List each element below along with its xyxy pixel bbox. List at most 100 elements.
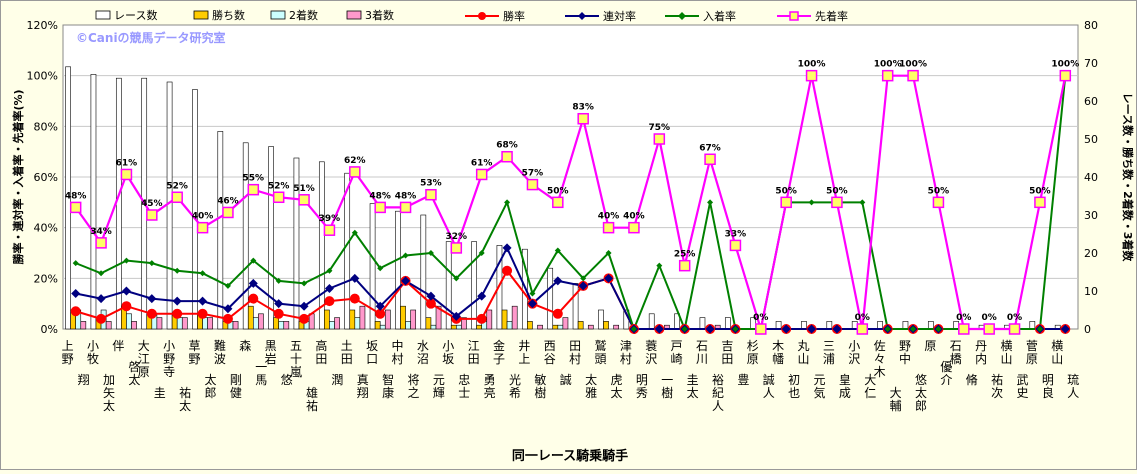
- point-3: [704, 153, 716, 166]
- bar-1: [552, 324, 559, 330]
- y-tick-right: 70: [1084, 57, 1098, 70]
- point-2: [351, 229, 358, 236]
- point-1: [705, 324, 715, 334]
- x-tick-char: 難: [214, 338, 226, 353]
- x-tick-char: 橋: [950, 352, 962, 366]
- point-2: [504, 199, 511, 206]
- data-label: 75%: [649, 123, 671, 133]
- x-tick-char: 潤: [331, 373, 343, 387]
- point-2: [935, 326, 942, 332]
- point-3: [69, 201, 82, 214]
- bar-0: [775, 321, 782, 330]
- bar-0: [927, 321, 934, 330]
- bar-0: [648, 313, 655, 330]
- point-1: [350, 273, 360, 283]
- bar-3: [258, 313, 264, 330]
- bar-1: [501, 309, 508, 330]
- data-label: 50%: [1029, 186, 1051, 196]
- data-label: 83%: [572, 103, 594, 113]
- point-2: [427, 250, 434, 256]
- point-3: [171, 191, 183, 204]
- x-tick-char: 十: [290, 352, 302, 366]
- point-0: [96, 313, 107, 324]
- point-3: [958, 323, 970, 335]
- point-3: [399, 201, 412, 214]
- series-line-3: [74, 74, 1067, 331]
- x-tick-char: 史: [1017, 386, 1029, 400]
- x-tick-char: 西: [544, 339, 556, 353]
- bar-3: [334, 317, 340, 330]
- x-tick-char: 嵐: [290, 365, 302, 379]
- point-1: [807, 324, 817, 334]
- x-tick-char: 佐: [874, 339, 886, 353]
- x-tick-char: 中: [899, 351, 911, 366]
- x-tick-char: 優: [940, 360, 952, 374]
- data-label: 46%: [217, 196, 239, 206]
- point-3: [146, 209, 158, 221]
- x-tick-char: 祐: [991, 373, 1003, 387]
- legend-item: レース数: [95, 9, 157, 22]
- point-3: [805, 69, 818, 82]
- y-tick-left: 120%: [27, 19, 58, 32]
- bar-2: [430, 324, 437, 330]
- x-tick-char: 丹: [975, 339, 987, 353]
- x-tick-char: 将: [408, 373, 420, 387]
- lines: 48%34%61%45%52%40%46%55%52% 51%39%62%48% 4…: [65, 60, 1079, 335]
- x-tick-char: 木: [874, 365, 886, 379]
- bar-1: [476, 324, 482, 330]
- x-tick-char: 草: [189, 339, 201, 353]
- axes: 0% 20% 40% 60% 80% 100% 120% 0 10 20 30 40 50 60 70 80 上…: [27, 19, 1098, 413]
- data-label: 61%: [116, 158, 138, 168]
- x-tick-char: 輔: [890, 399, 902, 413]
- point-2: [859, 199, 866, 206]
- bar-3: [308, 313, 315, 330]
- x-tick-char: 悠: [915, 372, 927, 387]
- data-label: 48%: [65, 191, 87, 201]
- point-1: [96, 294, 106, 304]
- point-2: [605, 250, 612, 256]
- x-tick-char: 輝: [433, 386, 445, 400]
- data-label: 32%: [446, 232, 468, 242]
- x-tick-char: 康: [382, 385, 394, 400]
- x-tick-char: 木: [772, 339, 784, 353]
- data-label: 55%: [243, 174, 265, 184]
- point-0: [502, 265, 513, 276]
- point-2: [250, 257, 257, 264]
- x-tick-char: 五: [290, 339, 302, 353]
- bar-0: [826, 321, 833, 330]
- bar-3: [232, 321, 239, 330]
- y-tick-left: 20%: [34, 272, 58, 285]
- point-1: [324, 283, 334, 293]
- x-tick-char: 明: [1042, 373, 1054, 387]
- bar-0: [65, 66, 71, 330]
- x-tick-char: 子: [493, 352, 505, 366]
- x-tick-char: 小: [442, 339, 454, 353]
- x-tick-char: 村: [620, 352, 632, 366]
- bar-0: [547, 267, 554, 330]
- point-0: [121, 301, 132, 312]
- bar-2: [405, 321, 411, 330]
- x-axis-label: 同一レース騎乗騎手: [512, 448, 628, 464]
- bar-0: [268, 146, 274, 330]
- x-tick-char: 江: [138, 352, 150, 366]
- x-tick-label: 石橋脩: [950, 339, 978, 387]
- bar-0: [115, 77, 122, 330]
- data-label: 33%: [725, 229, 747, 239]
- point-2: [529, 290, 536, 297]
- x-tick-char: 光: [509, 373, 521, 387]
- legend-item: 入着率: [665, 9, 736, 23]
- x-tick-char: 上: [62, 339, 74, 353]
- x-tick-char: 啓: [128, 359, 140, 374]
- x-tick-char: 太: [128, 372, 140, 387]
- point-3: [628, 221, 640, 234]
- point-1: [375, 301, 385, 311]
- bar-2: [379, 324, 386, 330]
- x-tick-char: 良: [1042, 385, 1054, 400]
- y-tick-left: 0%: [41, 323, 58, 336]
